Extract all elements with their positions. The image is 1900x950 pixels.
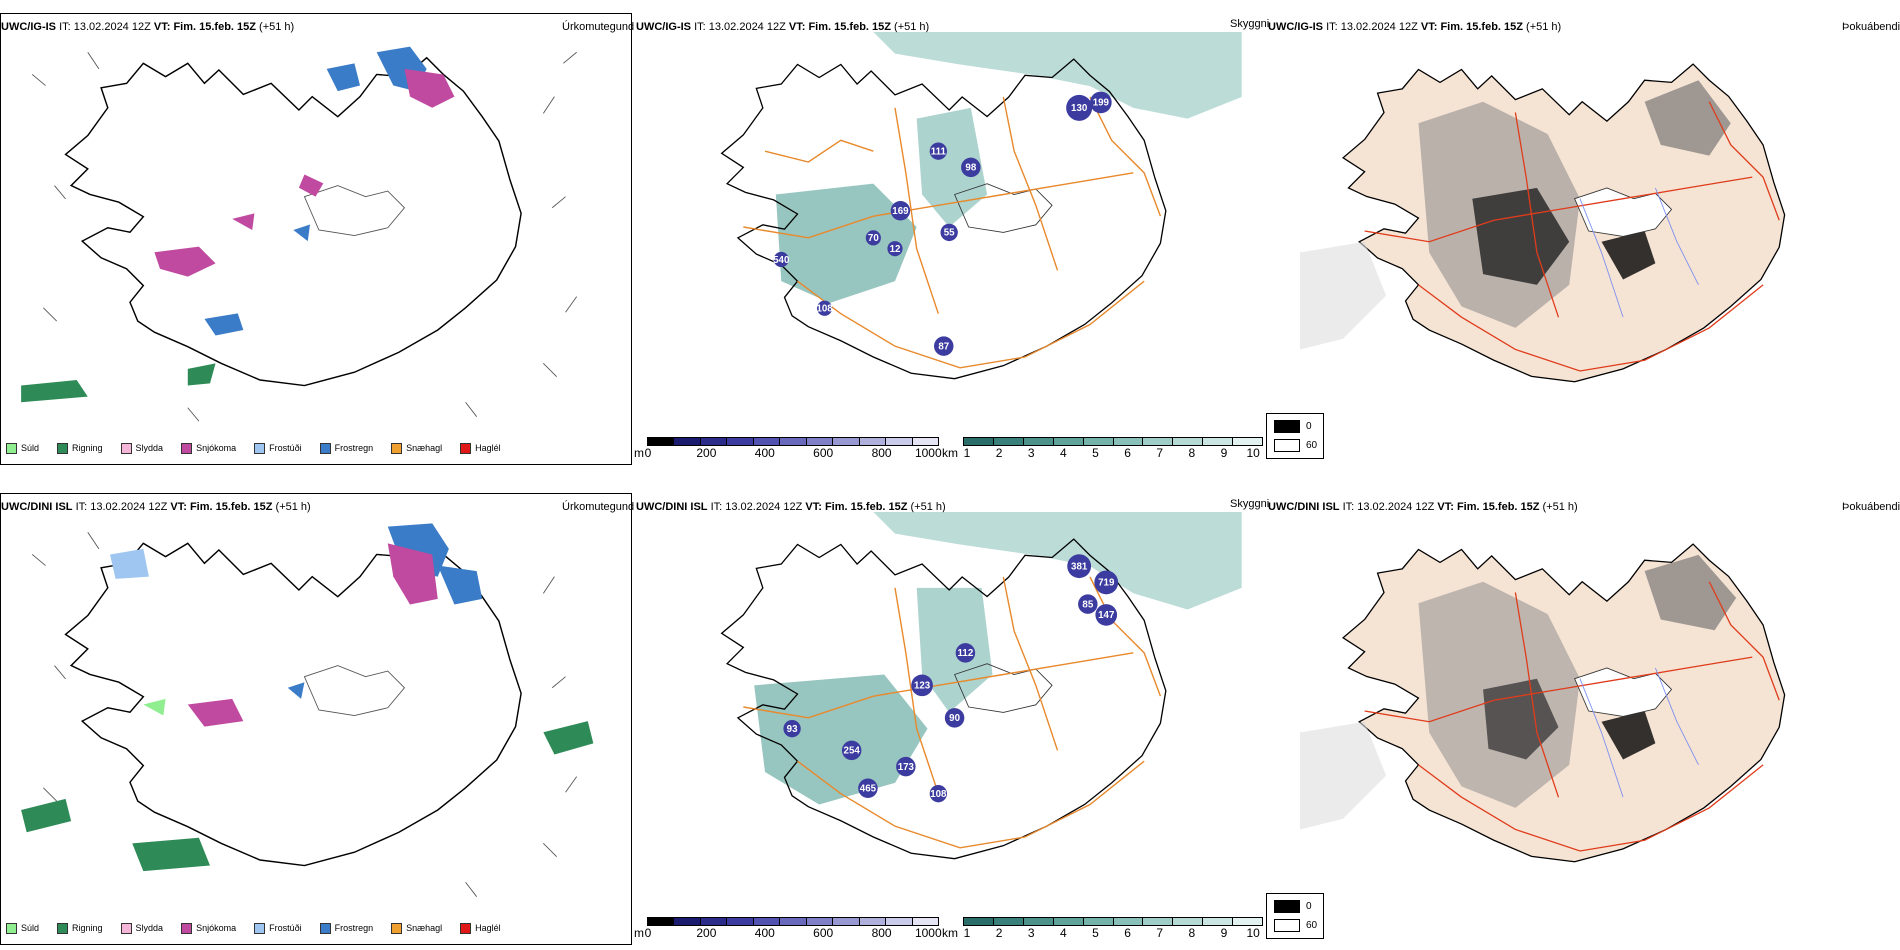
fog-map-1 (1300, 63, 1786, 383)
legend-item: Slydda (117, 922, 163, 934)
vt-value: Fim. 15.feb. 15Z (173, 21, 256, 33)
rivers (1579, 187, 1699, 318)
iceland-outline (64, 57, 522, 387)
cloud-title-1: Skyggni (1230, 18, 1270, 30)
legend-item: Rigning (53, 442, 103, 454)
svg-text:108: 108 (816, 304, 833, 315)
cloud-labels: 381 719 85 147 112 123 90 93 254 173 465… (787, 561, 1115, 799)
row2-header-cloud: UWC/DINI ISL IT: 13.02.2024 12Z VT: Fim.… (636, 501, 946, 513)
ceiling-cells (783, 554, 1119, 803)
legend-item: Haglél (456, 442, 501, 454)
svg-text:55: 55 (944, 228, 955, 239)
fog-shading (1300, 80, 1731, 350)
fog-title-2: Þokuábendi (1842, 501, 1900, 513)
precip-title-2: Úrkomutegund (562, 501, 635, 513)
svg-text:465: 465 (860, 784, 877, 795)
svg-text:87: 87 (938, 341, 949, 352)
precip-areas (21, 46, 455, 403)
svg-text:254: 254 (844, 746, 861, 757)
ceiling-unit: m (634, 926, 644, 940)
row1-header-precip: UWC/IG-IS IT: 13.02.2024 12Z VT: Fim. 15… (1, 21, 294, 33)
vt-label: VT: (153, 21, 171, 33)
legend-item: Súld (2, 442, 39, 454)
svg-text:169: 169 (892, 206, 909, 217)
row2-header-fog: UWC/DINI ISL IT: 13.02.2024 12Z VT: Fim.… (1268, 501, 1578, 513)
visibility-colorbar-2 (963, 917, 1263, 926)
fog-legend-2: 0 60 (1266, 893, 1324, 939)
svg-text:123: 123 (914, 681, 931, 692)
svg-text:199: 199 (1093, 98, 1110, 109)
legend-item: Snæhagl (387, 442, 442, 454)
roads (1364, 101, 1780, 372)
cloud-labels: 130 199 122 111 98 169 55 70 12 540 108 … (773, 98, 1109, 353)
lead-time: (+51 h) (259, 21, 295, 33)
precip-frame-2 (0, 493, 632, 945)
ceiling-cells (773, 91, 1112, 356)
precip-frame-1 (0, 13, 632, 465)
svg-text:12: 12 (890, 244, 901, 255)
legend-item: Snæhagl (387, 922, 442, 934)
svg-text:381: 381 (1071, 561, 1088, 572)
fog-legend-item: 60 (1274, 919, 1317, 932)
ceiling-colorbar-1 (647, 437, 939, 446)
svg-text:173: 173 (898, 762, 915, 773)
row1-header-cloud: UWC/IG-IS IT: 13.02.2024 12Z VT: Fim. 15… (636, 21, 930, 33)
legend-item: Frostregn (316, 442, 373, 454)
svg-text:130: 130 (1071, 103, 1088, 114)
roads (743, 576, 1162, 849)
svg-text:540: 540 (773, 255, 790, 266)
svg-text:112: 112 (958, 648, 974, 659)
roads (1364, 581, 1780, 852)
rivers (1579, 667, 1699, 798)
it-label: IT: (59, 21, 71, 33)
fog-legend-item: 0 (1274, 420, 1312, 433)
row1-header-fog: UWC/IG-IS IT: 13.02.2024 12Z VT: Fim. 15… (1268, 21, 1562, 33)
legend-item: Frostúði (250, 442, 302, 454)
precip-legend-2: Súld Rigning Slydda Snjókoma Frostúði Fr… (2, 916, 515, 940)
precip-legend-1: Súld Rigning Slydda Snjókoma Frostúði Fr… (2, 436, 515, 460)
model-label: UWC/IG-IS (1, 21, 56, 33)
legend-item: Rigning (53, 922, 103, 934)
row2-header-precip: UWC/DINI ISL IT: 13.02.2024 12Z VT: Fim.… (1, 501, 311, 513)
svg-text:111: 111 (931, 146, 947, 157)
legend-item: Snjókoma (177, 922, 236, 934)
ceiling-unit: m (634, 446, 644, 460)
ceiling-colorbar-2 (647, 917, 939, 926)
legend-item: Slydda (117, 442, 163, 454)
legend-item: Haglél (456, 922, 501, 934)
legend-item: Snjókoma (177, 442, 236, 454)
legend-item: Frostúði (250, 922, 302, 934)
fog-legend-item: 0 (1274, 900, 1312, 913)
visibility-unit: km (942, 446, 958, 460)
visibility-unit: km (942, 926, 958, 940)
fog-map-2 (1300, 543, 1786, 863)
legend-item: Súld (2, 922, 39, 934)
visibility-colorbar-1 (963, 437, 1263, 446)
cloud-map-2: 381 719 85 147 112 123 90 93 254 173 465… (721, 512, 1242, 860)
svg-text:70: 70 (868, 233, 879, 244)
fog-legend-1: 0 60 (1266, 413, 1324, 459)
fog-legend-item: 60 (1274, 439, 1317, 452)
svg-text:93: 93 (787, 724, 798, 735)
svg-text:122: 122 (1062, 119, 1079, 130)
svg-text:98: 98 (965, 163, 976, 174)
cloud-title-2: Skyggni (1230, 498, 1270, 510)
legend-item: Frostregn (316, 922, 373, 934)
fog-title-1: Þokuábendi (1842, 21, 1900, 33)
precip-map-1 (21, 46, 578, 422)
precip-title-1: Úrkomutegund (562, 21, 635, 33)
svg-text:719: 719 (1098, 578, 1115, 589)
svg-text:147: 147 (1098, 610, 1114, 621)
svg-text:85: 85 (1082, 599, 1093, 610)
cloud-map-1: 130 199 122 111 98 169 55 70 12 540 108 … (721, 32, 1242, 380)
svg-text:108: 108 (930, 789, 947, 800)
roads (743, 96, 1162, 369)
precip-map-2 (21, 523, 594, 897)
it-value: 13.02.2024 12Z (73, 21, 151, 33)
precip-areas (21, 523, 594, 872)
svg-text:90: 90 (949, 713, 960, 724)
